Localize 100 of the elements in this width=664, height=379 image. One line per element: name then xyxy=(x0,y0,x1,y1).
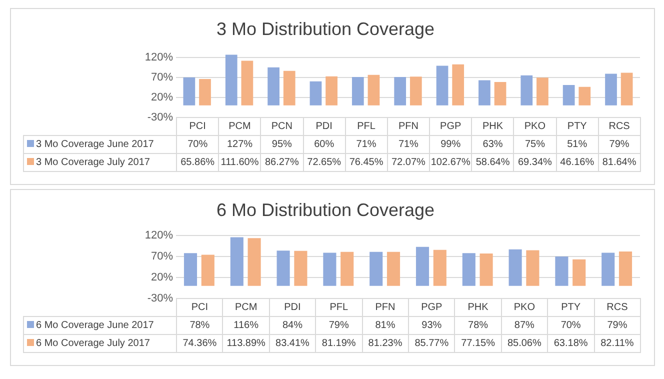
y-tick-label: 70% xyxy=(150,250,174,263)
x-tick-label: PKO xyxy=(514,118,556,136)
data-label: 102.67% xyxy=(430,154,472,172)
data-label: 65.86% xyxy=(176,154,219,172)
data-label: 72.07% xyxy=(387,154,430,172)
y-tick-label: -30% xyxy=(147,111,174,124)
x-tick-label: PFL xyxy=(345,118,388,136)
data-label: 70% xyxy=(548,316,594,334)
x-tick-label: PFL xyxy=(316,298,362,316)
bar xyxy=(436,66,448,106)
x-tick-label: PCN xyxy=(260,118,304,136)
bar xyxy=(416,246,430,286)
bar xyxy=(230,237,244,286)
x-tick-label: PCM xyxy=(222,298,270,316)
y-tick-label: 70% xyxy=(150,71,174,84)
bar xyxy=(578,86,591,106)
bar xyxy=(602,252,615,286)
x-tick-label: PCI xyxy=(176,118,219,136)
data-label: 87% xyxy=(501,316,548,334)
bar xyxy=(248,238,261,286)
data-label: 77.15% xyxy=(454,334,502,352)
data-label: 81.23% xyxy=(362,334,408,352)
bar xyxy=(520,75,533,106)
data-label: 76.45% xyxy=(345,154,388,172)
bar xyxy=(323,252,336,286)
data-label: 84% xyxy=(269,316,316,334)
data-label: 74.36% xyxy=(176,334,223,352)
data-label: 72.65% xyxy=(303,154,346,172)
bar xyxy=(283,70,296,106)
bar xyxy=(340,252,354,286)
bar xyxy=(225,54,238,106)
data-label: 83.41% xyxy=(269,334,316,352)
y-tick-label: 20% xyxy=(150,272,174,284)
data-label: 71% xyxy=(387,136,430,154)
data-label: 82.11% xyxy=(594,334,640,352)
bar xyxy=(478,80,490,106)
bar xyxy=(605,74,617,106)
bar xyxy=(394,77,406,106)
bar xyxy=(294,250,308,286)
data-label: 71% xyxy=(345,136,388,154)
data-label: 81% xyxy=(362,316,408,334)
data-label: 86.27% xyxy=(260,154,304,172)
x-tick-label: PTY xyxy=(548,298,594,316)
x-tick-label: PGP xyxy=(430,118,472,136)
x-tick-label: PDI xyxy=(303,118,346,136)
data-label: 69.34% xyxy=(514,154,556,172)
x-tick-label: PHK xyxy=(472,118,514,136)
bar xyxy=(241,60,254,106)
x-tick-label: PGP xyxy=(408,298,455,316)
data-label: 63% xyxy=(472,136,514,154)
x-tick-label: PCI xyxy=(176,298,223,316)
data-label: 113.89% xyxy=(222,334,270,352)
data-label: 85.77% xyxy=(408,334,455,352)
legend-label: 6 Mo Coverage July 2017 xyxy=(24,334,176,352)
chart-title: 6 Mo Distribution Coverage xyxy=(216,200,435,220)
bar xyxy=(276,250,290,286)
data-label: 81.19% xyxy=(316,334,362,352)
bar xyxy=(199,79,211,106)
bar xyxy=(184,253,198,286)
y-tick-label: 120% xyxy=(144,51,174,64)
data-label: 79% xyxy=(598,136,640,154)
bar xyxy=(452,64,464,106)
bar xyxy=(352,77,364,106)
bar xyxy=(508,249,522,286)
data-label: 85.06% xyxy=(501,334,548,352)
bar xyxy=(494,82,506,106)
bar xyxy=(386,252,400,286)
data-label: 93% xyxy=(408,316,455,334)
x-tick-label: PKO xyxy=(501,298,548,316)
data-label: 51% xyxy=(556,136,598,154)
bar xyxy=(268,67,280,106)
bar xyxy=(536,78,548,106)
x-tick-label: PFN xyxy=(387,118,430,136)
bar xyxy=(183,77,196,106)
y-tick-label: 120% xyxy=(144,230,174,242)
bar xyxy=(310,81,322,106)
x-tick-label: PHK xyxy=(454,298,502,316)
bar xyxy=(620,72,633,106)
chart-title: 3 Mo Distribution Coverage xyxy=(216,18,435,39)
x-tick-label: PTY xyxy=(556,118,598,136)
x-tick-label: RCS xyxy=(594,298,640,316)
bar xyxy=(201,254,214,286)
bar xyxy=(462,253,476,286)
x-tick-label: PCM xyxy=(218,118,261,136)
data-label: 63.18% xyxy=(548,334,594,352)
data-label: 78% xyxy=(176,316,223,334)
x-tick-label: RCS xyxy=(598,118,640,136)
x-tick-label: PFN xyxy=(362,298,408,316)
data-label: 127% xyxy=(218,136,261,154)
bar xyxy=(618,251,632,286)
data-label: 79% xyxy=(316,316,362,334)
bar xyxy=(555,256,568,286)
legend-label: 3 Mo Coverage July 2017 xyxy=(24,154,176,172)
y-tick-label: -30% xyxy=(147,292,174,304)
bar xyxy=(326,76,338,106)
y-tick-label: 20% xyxy=(150,91,174,104)
data-label: 99% xyxy=(430,136,472,154)
data-label: 81.64% xyxy=(598,154,640,172)
data-label: 46.16% xyxy=(556,154,598,172)
data-label: 111.60% xyxy=(218,154,261,172)
